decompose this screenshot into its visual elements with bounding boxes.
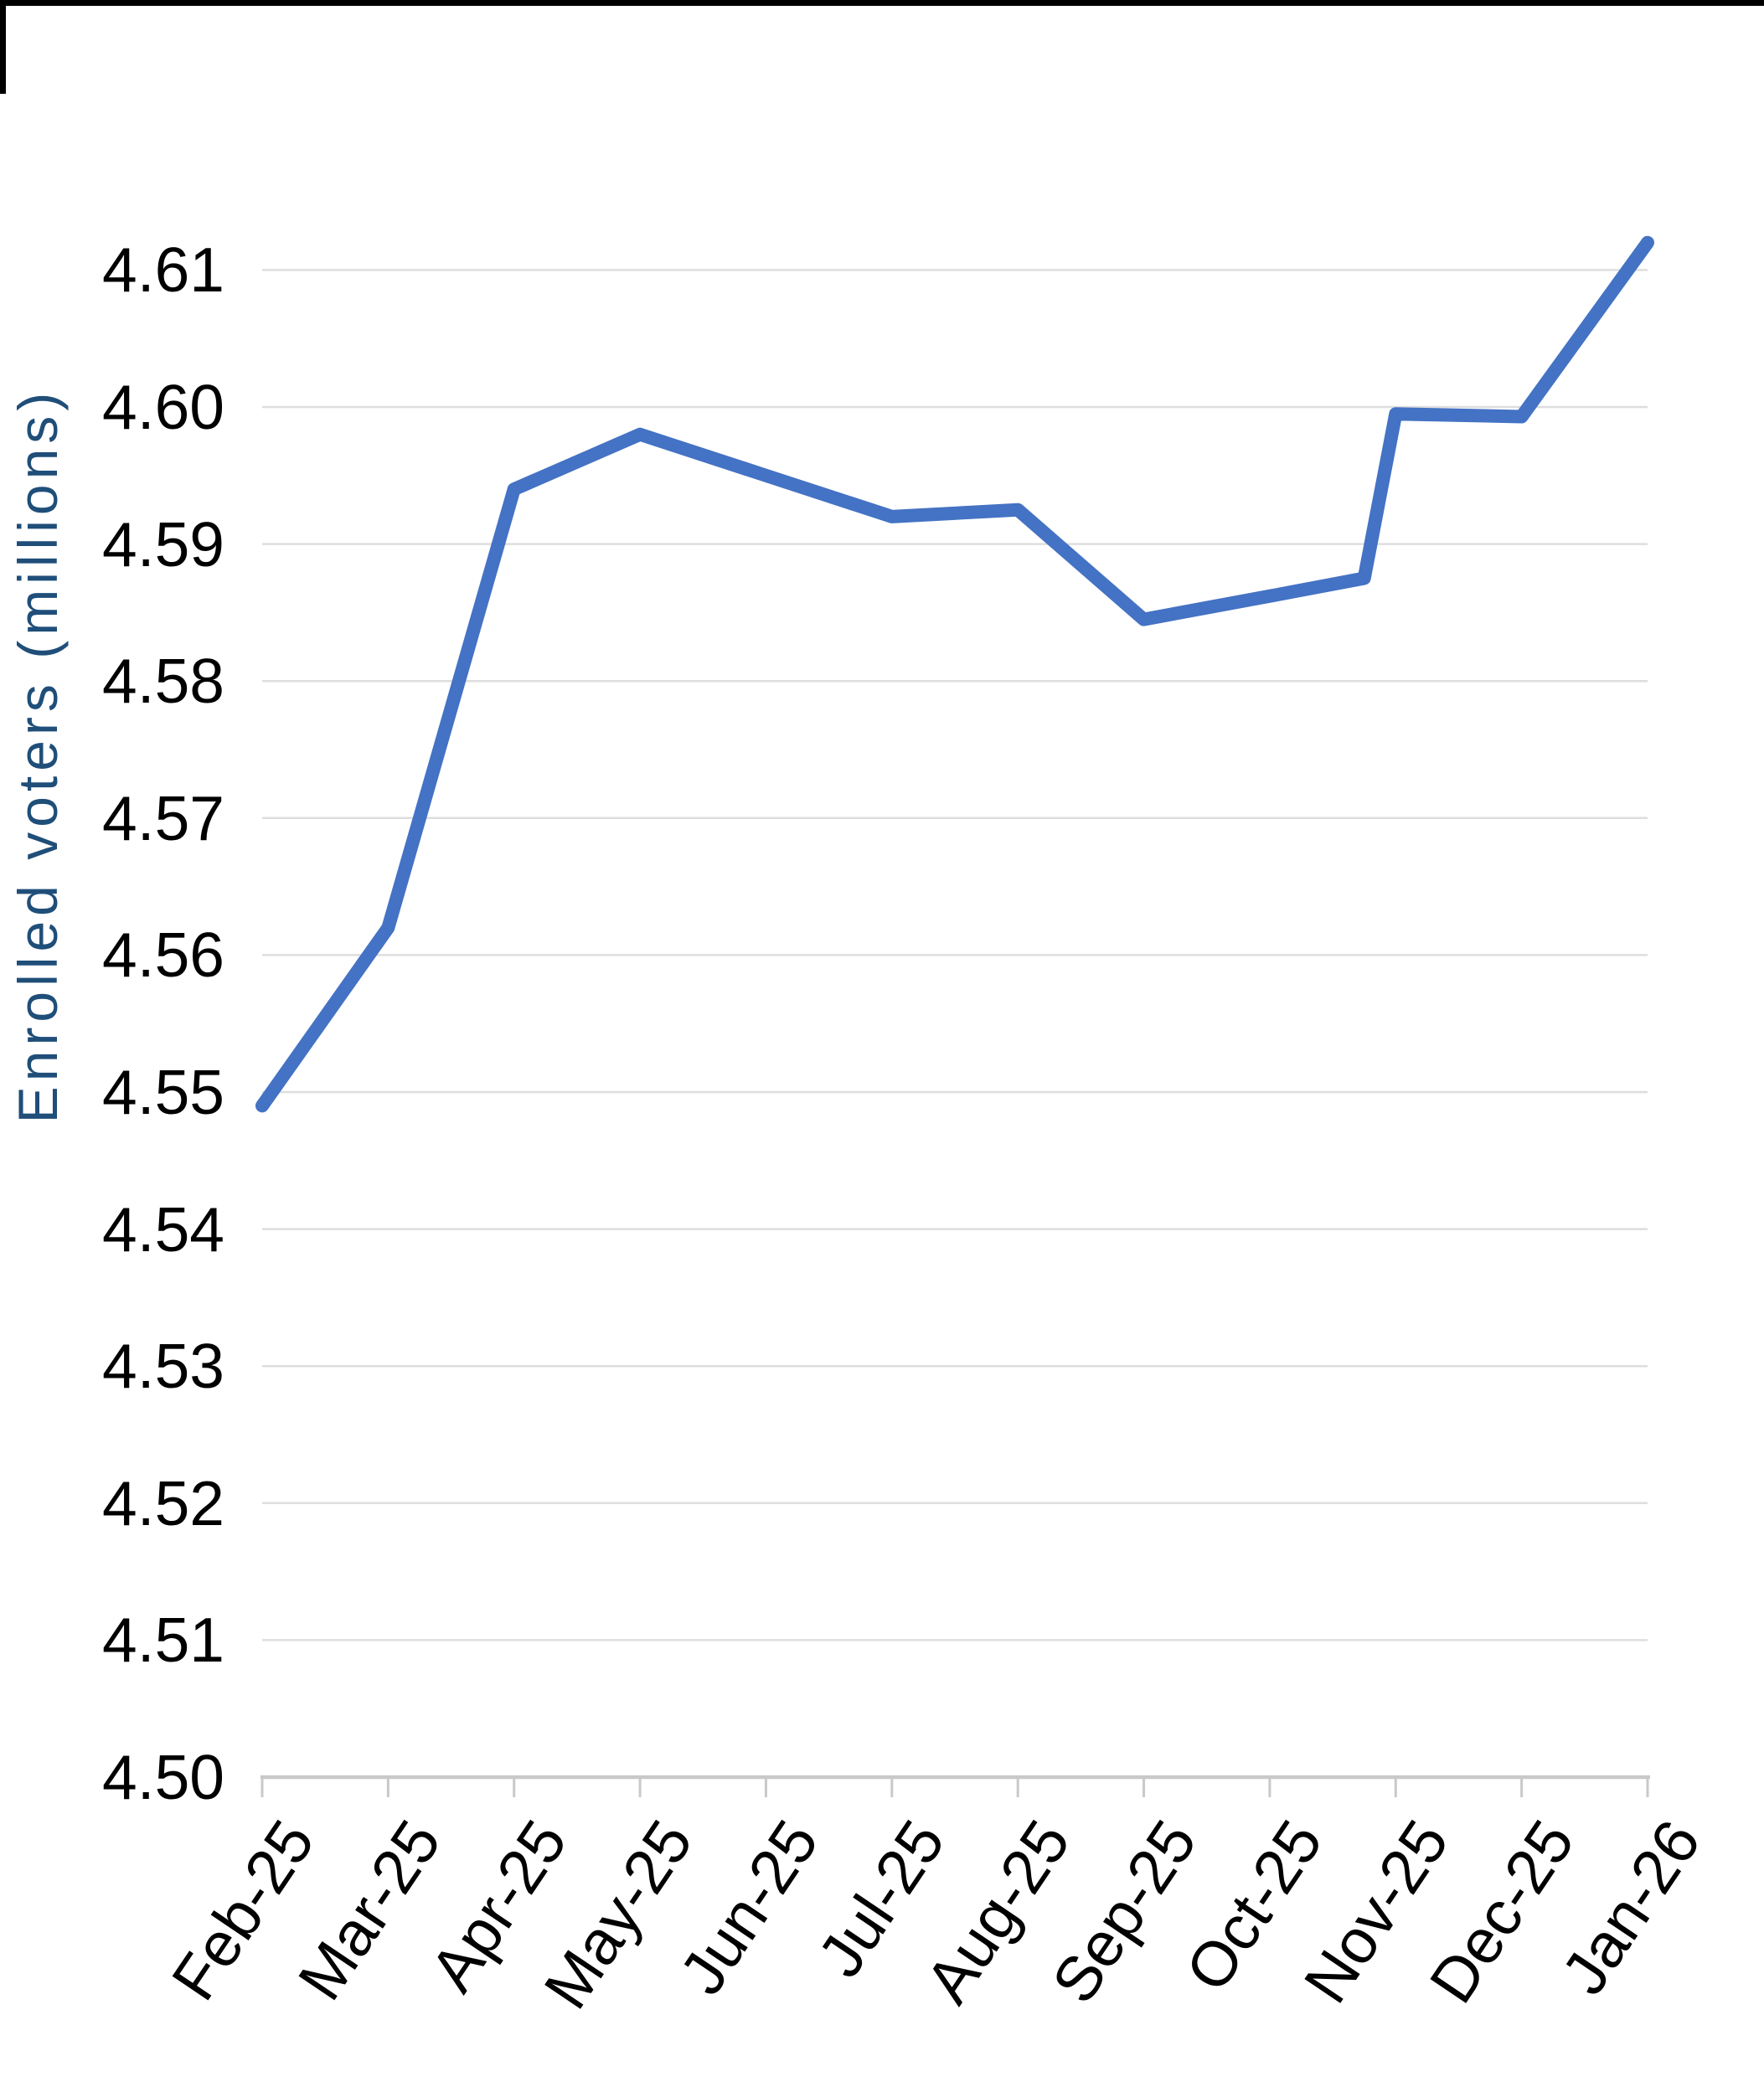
y-tick-label: 4.59 xyxy=(102,508,224,580)
enrolled-voters-line xyxy=(255,235,1654,1113)
y-tick-label: 4.60 xyxy=(102,372,224,442)
y-tick-label: 4.54 xyxy=(102,1193,224,1265)
y-tick-label: 4.50 xyxy=(102,1742,224,1812)
y-tick-label: 4.52 xyxy=(102,1467,224,1538)
y-tick-label: 4.55 xyxy=(102,1057,224,1127)
y-tick-label: 4.56 xyxy=(102,920,224,991)
y-tick-label: 4.53 xyxy=(102,1331,224,1402)
y-tick-label: 4.51 xyxy=(102,1605,224,1676)
y-tick-label: 4.61 xyxy=(102,234,224,306)
y-tick-label: 4.57 xyxy=(102,782,224,853)
left-border xyxy=(0,0,6,94)
y-tick-label: 4.58 xyxy=(102,646,224,717)
top-border xyxy=(0,0,1764,6)
